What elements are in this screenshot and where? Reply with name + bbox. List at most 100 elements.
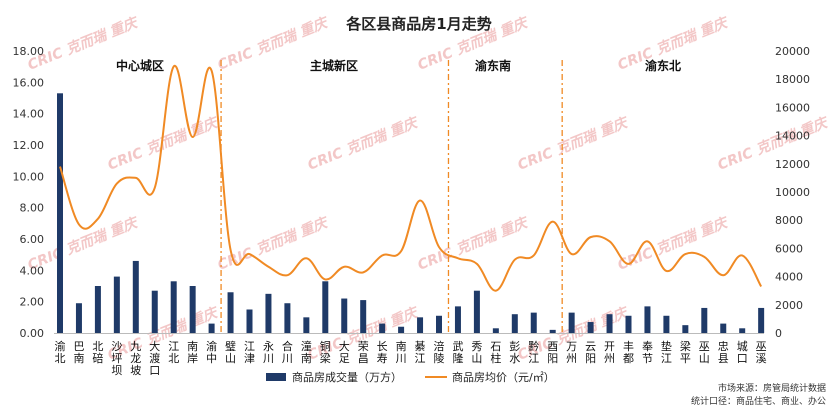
x-tick-label: 南岸 [187,340,198,365]
price-line [59,65,763,292]
bar [739,328,746,333]
region-label: 渝东南 [475,58,511,73]
right-tick-label: 14000 [775,130,810,143]
bar [170,281,177,333]
bar [189,286,196,333]
watermark: CRIC 克而瑞 重庆 [715,113,832,173]
watermark: CRIC 克而瑞 重庆 [215,213,332,273]
x-tick-label: 大足 [339,339,350,365]
x-tick-label: 南川 [396,340,407,365]
bar [492,328,499,333]
x-tick-label: 武隆 [452,340,463,365]
bar [682,325,689,333]
right-tick-label: 0 [775,327,782,340]
legend-bar-label: 商品房成交量（万方） [292,370,402,384]
x-tick-label: 彭水 [509,339,520,365]
bar [151,290,158,333]
left-tick-label: 8.00 [20,202,45,215]
bar [208,323,215,333]
left-axis: 0.00 2.00 4.00 6.00 8.00 10.00 12.00 14.00 16.00… [13,45,45,340]
x-tick-label: 梁平 [680,339,691,365]
bar [758,307,765,333]
legend-bar-swatch [266,373,286,381]
right-tick-label: 2000 [775,299,803,312]
right-tick-label: 6000 [775,242,803,255]
bar [511,314,518,333]
bar [398,326,405,333]
bar [454,306,461,333]
left-tick-label: 4.00 [20,264,45,277]
x-tick-label: 荣昌 [358,340,369,365]
bar [720,323,727,333]
left-tick-label: 12.00 [13,139,45,152]
x-tick-label: 长寿 [377,340,388,365]
line-series [59,65,763,292]
bar [57,93,63,333]
x-tick-label: 合川 [282,339,293,365]
bar [417,317,424,333]
right-tick-label: 8000 [775,214,803,227]
left-tick-label: 2.00 [20,296,45,309]
region-label: 渝东北 [645,58,681,73]
right-tick-label: 20000 [775,45,810,58]
x-tick-label: 沙坪坝 [111,340,122,377]
bar [246,309,253,333]
bar [303,317,310,333]
x-tick-label: 开州 [604,340,615,365]
chart-title: 各区县商品房1月走势 [345,15,491,33]
region-label: 中心城区 [116,58,164,73]
watermark: CRIC 克而瑞 重庆 [305,113,422,173]
x-tick-labels: 渝北巴南北碚沙坪坝九龙坡大渡口江北南岸渝中璧山江津永川合川潼南铜梁大足荣昌长寿南… [55,339,767,377]
bar [132,260,139,333]
x-tick-label: 璧山 [225,339,236,365]
bar [341,298,348,333]
bar [606,314,613,333]
x-tick-label: 巴南 [73,340,84,365]
left-tick-label: 0.00 [20,327,45,340]
bar-series [57,93,765,333]
x-tick-label: 巫山 [699,340,710,365]
x-tick-label: 江津 [244,340,255,365]
x-tick-label: 綦江 [415,340,426,365]
x-tick-label: 忠县 [718,340,729,365]
x-tick-label: 渝北 [55,339,66,365]
x-tick-label: 万州 [566,340,577,365]
left-tick-label: 10.00 [13,170,45,183]
right-tick-label: 10000 [775,186,810,199]
bar [75,303,82,333]
x-tick-label: 酉阳 [547,340,558,365]
left-tick-label: 14.00 [13,108,45,121]
x-tick-label: 渝中 [206,339,217,365]
x-tick-label: 秀山 [471,340,482,365]
bar [94,286,101,333]
right-tick-label: 12000 [775,158,810,171]
left-tick-label: 18.00 [13,45,45,58]
x-tick-label: 江北 [168,340,179,365]
bar [587,322,594,333]
bar [436,315,442,333]
bar [113,276,120,333]
bar [265,293,272,333]
bar [284,303,291,333]
source-note: 市场来源：房管局统计数据 [718,382,826,394]
right-tick-label: 4000 [775,271,803,284]
bar [473,290,480,333]
right-axis: 0 2000 4000 6000 8000 10000 12000 14000 16000 180… [775,45,810,340]
x-tick-label: 潼南 [301,339,312,365]
bar [644,306,651,333]
left-tick-label: 16.00 [13,76,45,89]
x-tick-label: 涪陵 [434,339,445,365]
bar [568,312,575,333]
x-tick-label: 城口 [737,340,748,365]
x-tick-label: 云阳 [585,340,596,365]
watermark: CRIC 克而瑞 重庆 [415,213,532,273]
bar [549,329,556,333]
x-tick-label: 铜梁 [320,339,331,365]
legend-line-label: 商品房均价（元/㎡） [452,370,555,384]
region-dividers [220,60,563,333]
watermark: CRIC 克而瑞 重庆 [615,213,732,273]
bar [360,300,367,333]
x-tick-label: 巫溪 [756,340,767,365]
x-tick-label: 奉节 [642,339,653,365]
